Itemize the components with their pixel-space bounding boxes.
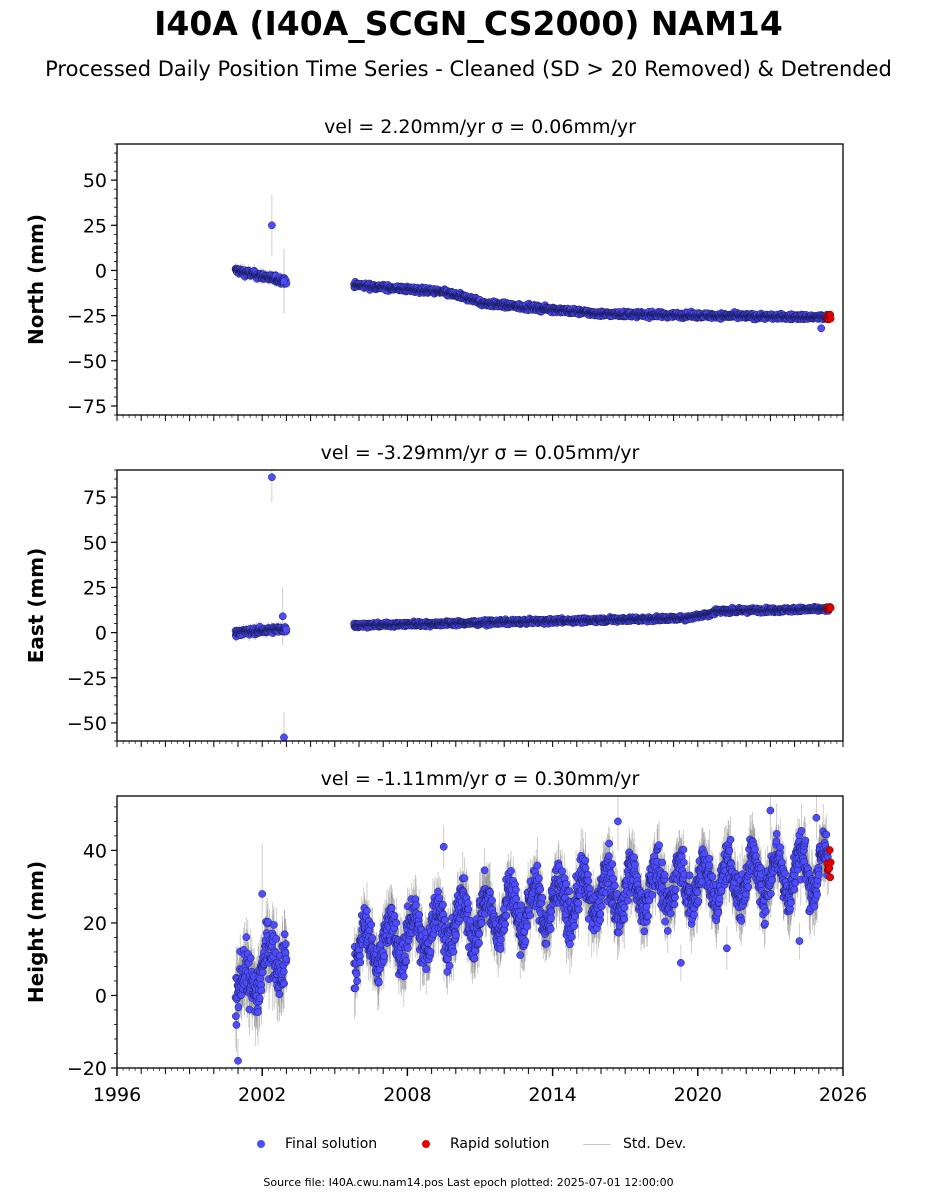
plot-frame <box>116 143 844 416</box>
panel-1: −75 −50 −25 0 25 50 vel = 2.20mm/yr σ = 0.06mm… <box>24 116 844 421</box>
y-tick-label: −50 <box>67 351 107 373</box>
final-point <box>817 324 826 333</box>
y-tick-label: 50 <box>83 170 107 192</box>
y-tick-label: −75 <box>67 396 107 418</box>
y-axis-label: North (mm) <box>24 214 48 345</box>
y-tick-label: −25 <box>67 306 107 328</box>
final-point <box>280 277 288 286</box>
chart-title: I40A (I40A_SCGN_CS2000) NAM14 <box>154 4 783 43</box>
y-tick-label: 25 <box>83 215 107 237</box>
final-point <box>268 221 276 230</box>
rapid-point <box>826 314 835 323</box>
y-tick-label: 0 <box>95 260 107 282</box>
chart-subtitle: Processed Daily Position Time Series - C… <box>45 57 892 81</box>
panel-title: vel = 2.20mm/yr σ = 0.06mm/yr <box>324 116 636 138</box>
data-points <box>231 221 835 333</box>
